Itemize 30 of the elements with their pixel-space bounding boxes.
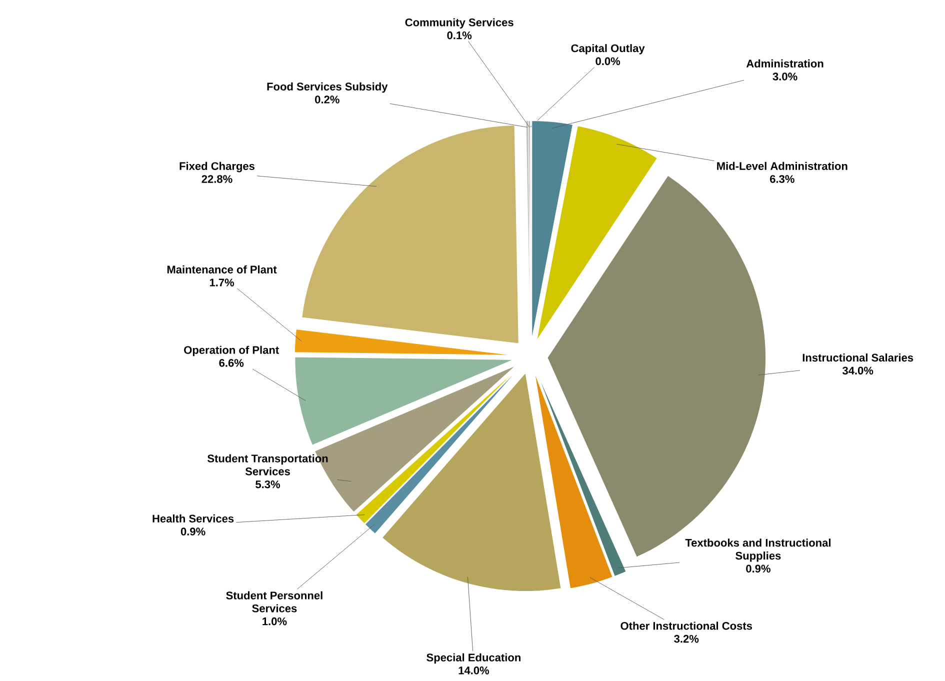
slice-label: Food Services Subsidy — [267, 82, 388, 93]
data-label: 0.9% — [746, 564, 770, 573]
slice-label: Health Services — [152, 514, 234, 522]
data-label: 3.2% — [674, 634, 699, 643]
data-label: 34.0% — [842, 366, 874, 374]
data-label: 14.0% — [458, 666, 490, 674]
data-label: 5.3% — [256, 480, 280, 488]
slice-label: Student Transportation Services — [207, 454, 328, 476]
data-label: 1.0% — [262, 617, 287, 626]
data-label: 6.6% — [219, 359, 244, 367]
slice-label: Student Personnel Services — [226, 591, 322, 612]
data-label: 0.2% — [315, 96, 340, 104]
slice-label: Special Education — [426, 653, 520, 664]
slice-label: Instructional Salaries — [802, 353, 914, 362]
data-label: 0.1% — [447, 31, 472, 40]
slice-label: Other Instructional Costs — [620, 622, 752, 630]
text: 0.0% — [596, 57, 620, 66]
category-label: Capital Outlay — [571, 44, 645, 54]
data-label: 22.8% — [202, 175, 232, 183]
slice-label: Maintenance of Plant — [167, 265, 277, 274]
slice-label: Operation of Plant — [184, 346, 279, 356]
slice-label: Administration — [746, 59, 824, 68]
slice-label: Fixed Charges — [180, 162, 254, 172]
slice-label: Mid-Level Administration — [717, 162, 848, 170]
data-label: 3.0% — [772, 72, 798, 80]
slice-label: Community Services — [405, 18, 514, 28]
data-label: 0.9% — [180, 528, 206, 536]
slice-label: Textbooks and Instructional Supplies — [685, 538, 830, 562]
data-label: 6.3% — [770, 175, 794, 183]
data-label: 1.7% — [210, 278, 234, 286]
